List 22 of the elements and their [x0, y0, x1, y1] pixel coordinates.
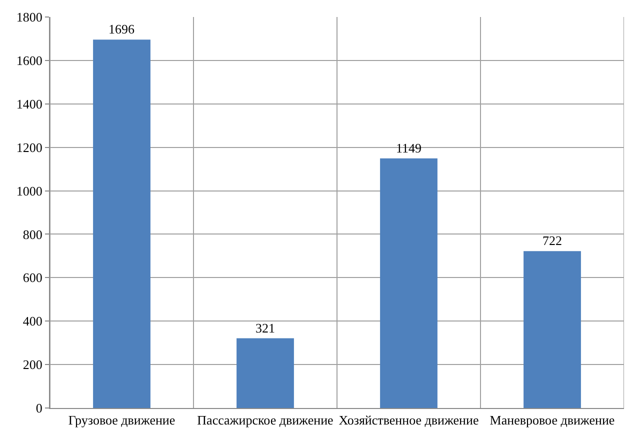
data-label: 1149 — [396, 140, 422, 156]
y-tick-label: 800 — [22, 226, 42, 242]
data-label: 321 — [256, 320, 275, 336]
y-tick-label: 1200 — [16, 140, 42, 155]
y-tick-label: 400 — [22, 314, 42, 329]
bar — [380, 158, 438, 408]
bar — [93, 40, 150, 408]
y-tick-label: 1400 — [16, 96, 42, 112]
y-tick-label: 1000 — [16, 183, 42, 198]
bar — [524, 251, 581, 408]
bar — [236, 338, 294, 408]
x-tick-label: Пассажирское движение — [197, 412, 334, 428]
y-tick-label: 0 — [36, 400, 42, 416]
y-tick-label: 1600 — [16, 52, 42, 68]
x-tick-label: Маневровое движение — [490, 412, 615, 428]
data-label: 722 — [542, 233, 562, 248]
y-tick-label: 1800 — [16, 10, 42, 25]
x-tick-label: Хозяйственное движение — [338, 412, 479, 428]
data-label: 1696 — [108, 22, 135, 37]
x-tick-label: Грузовое движение — [68, 412, 176, 428]
y-tick-label: 200 — [22, 357, 42, 372]
y-tick-label: 600 — [22, 270, 42, 286]
